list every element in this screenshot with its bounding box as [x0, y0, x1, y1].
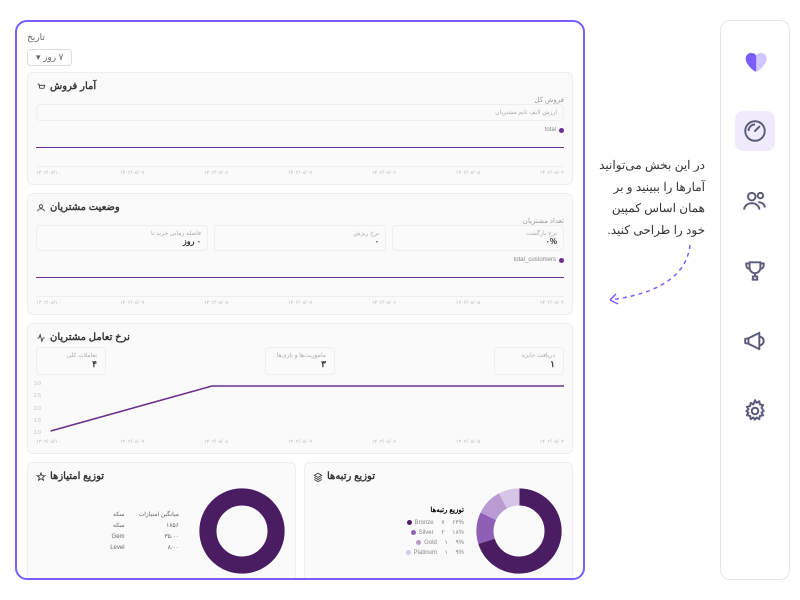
dashboard-selector-row: ۷ روز ▾ — [27, 49, 573, 66]
users-icon — [742, 188, 768, 214]
sidebar-item-settings[interactable] — [735, 391, 775, 431]
scores-card: توزیع امتیازها میانگین امتیازاتسکه ۱۸۵۶س… — [27, 462, 296, 580]
interaction-card: نرخ تعامل مشتریان دریافت جایزه۱ ماموریت‌… — [27, 323, 573, 454]
customer-stat-0: نرخ بازگشت۰% — [392, 225, 564, 251]
sidebar-item-heart[interactable] — [735, 41, 775, 81]
ranks-card: توزیع رتبه‌ها توزیع رتبه‌ها ۶۴% ۷ Bronze… — [304, 462, 573, 580]
interaction-chart: 3.0 2.5 2.0 1.5 1.0 — [36, 381, 564, 436]
annotation-text: در این بخش می‌توانید آمارها را ببینید و … — [590, 155, 705, 241]
sales-legend: total — [545, 127, 564, 133]
interact-stat-2: دریافت جایزه۱ — [494, 347, 564, 375]
interaction-line-svg — [36, 381, 564, 436]
customers-legend: total_customers — [514, 257, 564, 263]
sales-x-labels: ۱۴۰۲/۰۸/۰۴۱۴۰۲/۰۸/۰۵۱۴۰۲/۰۸/۰۶۱۴۰۲/۰۸/۰۷… — [36, 170, 564, 176]
sales-subtitle: فروش کل — [36, 96, 564, 104]
customer-stat-1: نرخ ریزش۰ — [214, 225, 386, 251]
customers-subtitle: تعداد مشتریان — [36, 217, 564, 225]
interact-stat-0: تعاملات کلی۴ — [36, 347, 106, 375]
ranks-donut — [474, 486, 564, 576]
dashboard-header: تاریخ — [27, 32, 573, 43]
scores-title: توزیع امتیازها — [36, 471, 287, 482]
interaction-title: نرخ تعامل مشتریان — [36, 332, 564, 343]
customers-title: وضعیت مشتریان — [36, 202, 564, 213]
settings-icon — [742, 398, 768, 424]
heart-icon — [741, 47, 769, 75]
header-title: تاریخ — [27, 32, 45, 43]
sales-card: آمار فروش فروش کل ارزش لایف تایم مشتریان… — [27, 72, 573, 185]
ranks-legend: توزیع رتبه‌ها ۶۴% ۷ Bronze ۱۸% ۲ Silver … — [406, 506, 464, 556]
interact-stat-1: ماموریت‌ها و بازی‌ها۳ — [265, 347, 335, 375]
cart-icon — [36, 82, 46, 92]
scores-donut — [197, 486, 287, 576]
customers-chart: total_customers — [36, 257, 564, 297]
sidebar-item-gauge[interactable] — [735, 111, 775, 151]
layers-icon — [313, 472, 323, 482]
customers-card: وضعیت مشتریان تعداد مشتریان نرخ بازگشت۰%… — [27, 193, 573, 315]
sidebar-item-users[interactable] — [735, 181, 775, 221]
customer-stat-2: فاصله زمانی خرید تا۰ روز — [36, 225, 208, 251]
megaphone-icon — [742, 328, 768, 354]
customers-line — [36, 277, 564, 278]
dashboard-panel: تاریخ ۷ روز ▾ آمار فروش فروش کل ارزش لای… — [15, 20, 585, 580]
interaction-x-labels: ۱۴۰۲/۰۸/۰۴۱۴۰۲/۰۸/۰۵۱۴۰۲/۰۸/۰۶۱۴۰۲/۰۸/۰۷… — [36, 439, 564, 445]
sales-title: آمار فروش — [36, 81, 564, 92]
ranks-title: توزیع رتبه‌ها — [313, 471, 564, 482]
annotation-arrow — [595, 240, 705, 320]
customers-x-labels: ۱۴۰۲/۰۸/۰۴۱۴۰۲/۰۸/۰۵۱۴۰۲/۰۸/۰۶۱۴۰۲/۰۸/۰۷… — [36, 300, 564, 306]
sidebar — [720, 20, 790, 580]
sidebar-item-megaphone[interactable] — [735, 321, 775, 361]
star-icon — [36, 472, 46, 482]
trophy-icon — [742, 258, 768, 284]
gauge-icon — [742, 118, 768, 144]
sales-line — [36, 147, 564, 148]
sales-chart: total — [36, 127, 564, 167]
sales-ltv-stat: ارزش لایف تایم مشتریان — [36, 104, 564, 121]
sidebar-item-trophy[interactable] — [735, 251, 775, 291]
activity-icon — [36, 333, 46, 343]
date-range-selector[interactable]: ۷ روز ▾ — [27, 49, 72, 66]
scores-table: میانگین امتیازاتسکه ۱۸۵۶سکه ۳۵.۰۰Gem ۸.۰… — [102, 508, 187, 554]
interaction-y-labels: 3.0 2.5 2.0 1.5 1.0 — [34, 381, 41, 436]
user-icon — [36, 203, 46, 213]
